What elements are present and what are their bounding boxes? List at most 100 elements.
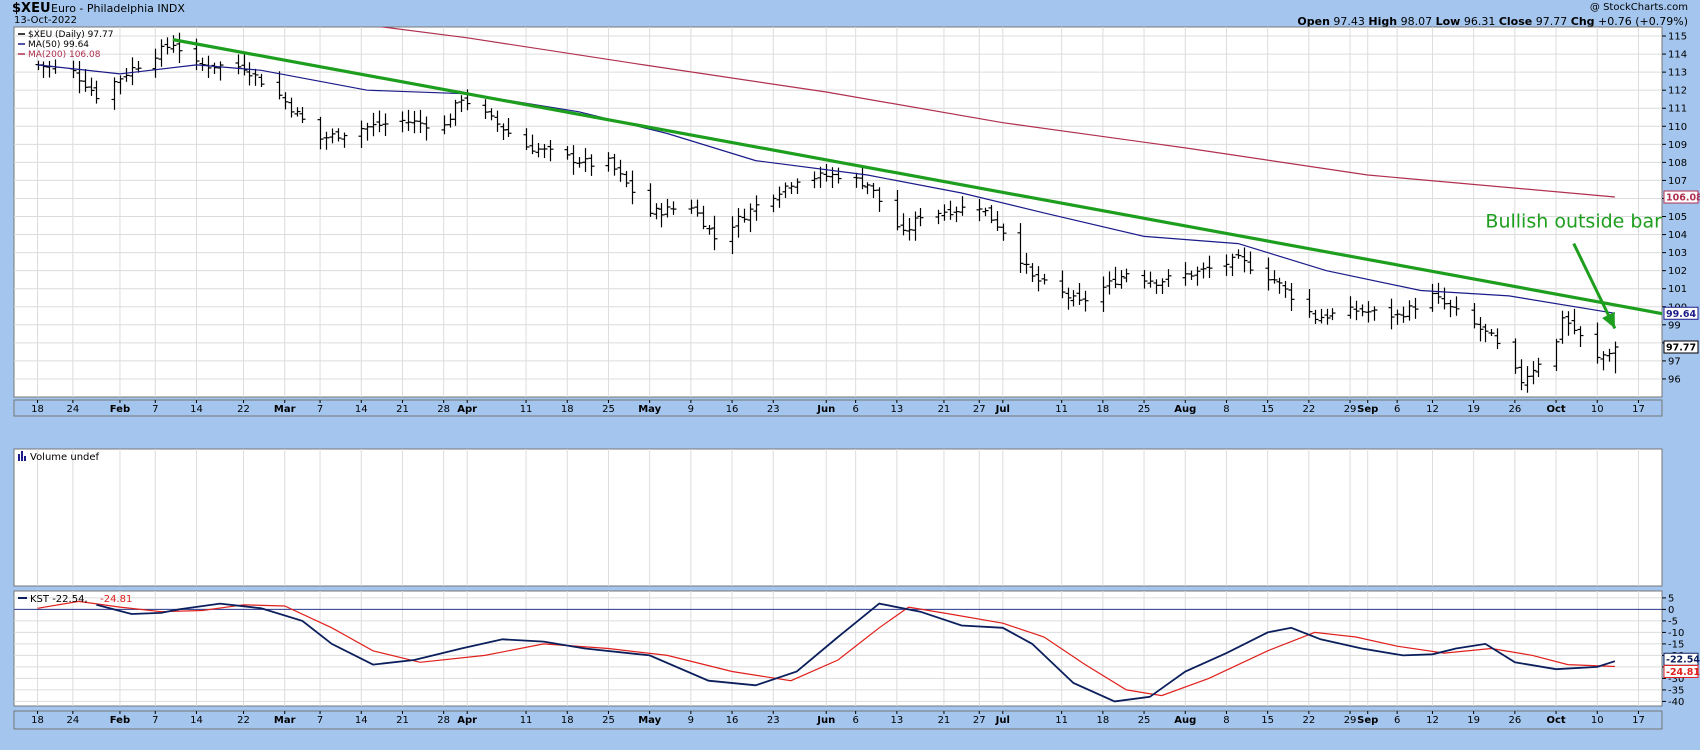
x-tick-label: 7 bbox=[152, 715, 158, 726]
volume-title: Volume undef bbox=[30, 452, 100, 463]
x-tick-label: 22 bbox=[1302, 404, 1315, 415]
x-tick-label: 29 bbox=[1344, 715, 1357, 726]
x-tick-label: 18 bbox=[31, 404, 44, 415]
x-tick-label: 26 bbox=[1508, 404, 1521, 415]
x-tick-label: 23 bbox=[767, 715, 780, 726]
kst-value-tag-label: -22.54 bbox=[1666, 655, 1700, 666]
x-axis-band bbox=[13, 710, 1663, 730]
x-tick-label: 18 bbox=[1096, 715, 1109, 726]
low-value: 96.31 bbox=[1463, 15, 1496, 28]
x-tick-label: 19 bbox=[1467, 404, 1480, 415]
price-value-tag-label: 106.08 bbox=[1666, 193, 1700, 204]
x-tick-label: 7 bbox=[152, 404, 158, 415]
price-tick-label: 114 bbox=[1668, 50, 1687, 61]
x-tick-label: 25 bbox=[1138, 715, 1151, 726]
x-tick-label: 9 bbox=[688, 715, 694, 726]
kst-signal-legend-label: -24.81 bbox=[100, 594, 132, 605]
x-tick-label: 25 bbox=[602, 715, 615, 726]
kst-tick-label: 0 bbox=[1668, 605, 1674, 616]
x-tick-label: 8 bbox=[1223, 404, 1229, 415]
x-tick-label: May bbox=[638, 404, 661, 415]
x-tick-label: 17 bbox=[1632, 404, 1645, 415]
x-tick-label: Feb bbox=[110, 715, 130, 726]
ohlc-summary: Open 97.43 High 98.07 Low 96.31 Close 97… bbox=[1297, 15, 1688, 28]
x-tick-label: 19 bbox=[1467, 715, 1480, 726]
x-tick-label: 21 bbox=[938, 404, 951, 415]
chg-label: Chg bbox=[1570, 15, 1595, 28]
kst-value-tag-label: -24.81 bbox=[1666, 667, 1700, 678]
x-tick-label: Oct bbox=[1546, 715, 1565, 726]
close-label: Close bbox=[1498, 15, 1533, 28]
x-tick-label: 6 bbox=[852, 404, 858, 415]
price-tick-label: 113 bbox=[1668, 68, 1687, 79]
price-value-tag-box bbox=[1663, 340, 1699, 354]
kst-line bbox=[96, 602, 1616, 703]
price-tick-label: 108 bbox=[1668, 158, 1687, 169]
x-tick-label: Jul bbox=[995, 715, 1010, 726]
x-tick-label: 22 bbox=[1302, 715, 1315, 726]
volume-icon bbox=[21, 451, 23, 461]
x-tick-label: 11 bbox=[520, 715, 533, 726]
x-tick-label: 13 bbox=[890, 404, 903, 415]
annotation-arrow-shaft bbox=[1572, 242, 1617, 330]
ma50-line bbox=[37, 64, 1615, 314]
x-axis-band bbox=[13, 399, 1663, 417]
price-value-tag-label: 99.64 bbox=[1666, 309, 1696, 320]
volume-icon bbox=[18, 454, 20, 461]
x-tick-label: 25 bbox=[1138, 404, 1151, 415]
price-tick-label: 112 bbox=[1668, 86, 1687, 97]
x-tick-label: 12 bbox=[1426, 715, 1439, 726]
price-tick-label: 102 bbox=[1668, 266, 1687, 277]
x-tick-label: 14 bbox=[190, 404, 203, 415]
annotation-arrow-head bbox=[1602, 311, 1615, 329]
kst-panel bbox=[13, 590, 1663, 707]
kst-tick-label: -30 bbox=[1668, 674, 1684, 685]
chart-name: Euro - Philadelphia INDX bbox=[51, 2, 185, 15]
x-tick-label: 15 bbox=[1261, 715, 1274, 726]
x-tick-label: 15 bbox=[1261, 404, 1274, 415]
annotation-text: Bullish outside bar bbox=[1485, 210, 1662, 232]
close-value: 97.77 bbox=[1535, 15, 1568, 28]
x-tick-label: 8 bbox=[1223, 715, 1229, 726]
x-tick-label: 25 bbox=[602, 404, 615, 415]
x-tick-label: 26 bbox=[1508, 715, 1521, 726]
x-tick-label: Jul bbox=[995, 404, 1010, 415]
x-tick-label: Jun bbox=[816, 715, 835, 726]
stockcharts-watermark: @ StockCharts.com bbox=[1589, 2, 1688, 13]
price-legend-label: MA(200) 106.08 bbox=[28, 50, 101, 60]
x-tick-label: 27 bbox=[973, 715, 986, 726]
x-tick-label: 22 bbox=[237, 404, 250, 415]
x-tick-label: 23 bbox=[767, 404, 780, 415]
x-tick-label: 6 bbox=[852, 715, 858, 726]
high-value: 98.07 bbox=[1400, 15, 1433, 28]
x-tick-label: 29 bbox=[1344, 404, 1357, 415]
price-tick-label: 107 bbox=[1668, 176, 1687, 187]
high-label: High bbox=[1368, 15, 1398, 28]
x-tick-label: Aug bbox=[1174, 404, 1196, 415]
downtrend-line bbox=[172, 38, 1662, 316]
open-value: 97.43 bbox=[1333, 15, 1365, 28]
x-tick-label: 21 bbox=[938, 715, 951, 726]
price-tick-label: 110 bbox=[1668, 122, 1687, 133]
kst-legend-label: KST -22.54, bbox=[30, 594, 88, 605]
x-tick-label: 14 bbox=[355, 715, 368, 726]
price-legend-label: MA(50) 99.64 bbox=[28, 40, 89, 50]
x-tick-label: Apr bbox=[457, 404, 477, 415]
kst-value-tag-box bbox=[1663, 664, 1699, 678]
x-tick-label: 14 bbox=[190, 715, 203, 726]
x-tick-label: 11 bbox=[520, 404, 533, 415]
x-tick-label: Mar bbox=[274, 715, 296, 726]
x-tick-label: Sep bbox=[1357, 404, 1378, 415]
price-tick-label: 109 bbox=[1668, 140, 1687, 151]
x-tick-label: May bbox=[638, 715, 661, 726]
price-tick-label: 103 bbox=[1668, 248, 1687, 259]
x-tick-label: 18 bbox=[1096, 404, 1109, 415]
kst-signal-line bbox=[37, 600, 1615, 697]
price-panel bbox=[13, 26, 1663, 398]
price-bars bbox=[35, 32, 1619, 393]
price-tick-label: 105 bbox=[1668, 212, 1687, 223]
x-tick-label: Feb bbox=[110, 404, 130, 415]
price-tick-label: 104 bbox=[1668, 230, 1687, 241]
x-tick-label: 16 bbox=[726, 404, 739, 415]
